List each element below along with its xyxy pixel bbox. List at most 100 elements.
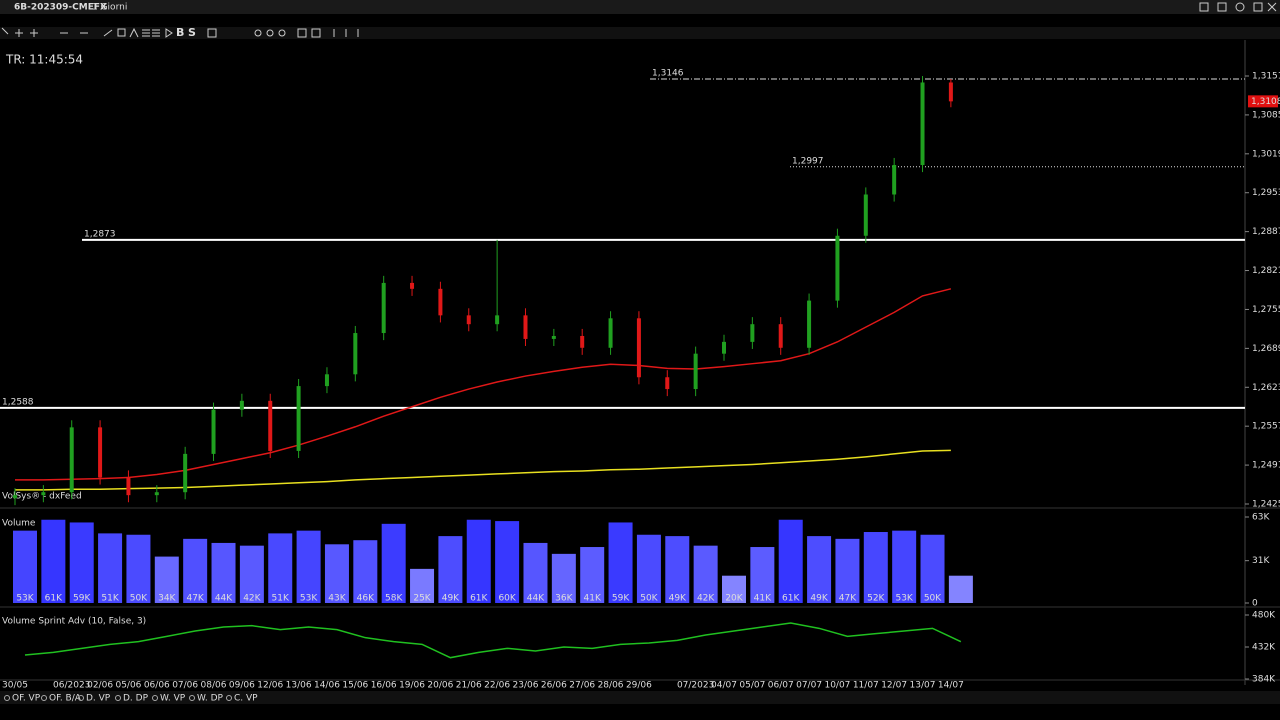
candle-body (693, 353, 698, 390)
title-bar (0, 0, 1280, 14)
candle-body (495, 315, 500, 325)
candle-body (920, 82, 925, 166)
candle-body (948, 82, 953, 102)
price-level-label: 1,2997 (792, 156, 824, 166)
volume-label: 49K (442, 594, 460, 604)
candle-body (126, 477, 131, 496)
candle-body (892, 165, 897, 195)
bold-icon[interactable]: B (176, 26, 184, 39)
bottom-tab[interactable]: D. DP (123, 694, 149, 704)
tab-radio[interactable] (226, 695, 232, 701)
price-level-label: 1,2873 (84, 229, 116, 239)
date-label: 28/06 (598, 681, 624, 691)
volume-bar (750, 547, 775, 603)
volume-bar (13, 530, 37, 603)
volume-tick-label: 31K (1252, 556, 1270, 566)
volume-bar (948, 575, 973, 603)
date-label: 05/06 (115, 681, 141, 691)
date-label: 11/07 (853, 681, 879, 691)
tab-radio[interactable] (152, 695, 158, 701)
volume-label: 50K (924, 594, 942, 604)
volume-bar (551, 553, 576, 603)
volume-label: 46K (357, 594, 375, 604)
date-label: 14/06 (314, 681, 340, 691)
candle-body (296, 386, 301, 451)
price-tick-label: 1,2755 (1252, 305, 1280, 315)
volume-bar (807, 536, 832, 603)
volume-bar (920, 534, 945, 603)
date-label: 12/07 (881, 681, 907, 691)
date-label: 06/2023 (53, 681, 90, 691)
moving-average (15, 449, 951, 491)
date-label: 02/06 (87, 681, 113, 691)
price-tick-label: 1,2623 (1252, 383, 1280, 393)
volume-label: 53K (300, 594, 318, 604)
volume-label: 36K (555, 594, 573, 604)
tab-radio[interactable] (115, 695, 121, 701)
date-label: 05/07 (739, 681, 765, 691)
volume-label: 50K (130, 594, 148, 604)
bottom-tab[interactable]: W. VP (160, 694, 186, 704)
volume-label: 53K (16, 594, 34, 604)
date-label: 21/06 (456, 681, 482, 691)
volume-bar (495, 521, 520, 603)
volume-label: 43K (328, 594, 346, 604)
bottom-tab[interactable]: D. VP (86, 694, 111, 704)
volume-bar (98, 533, 123, 603)
toolbar-icons[interactable] (1, 27, 359, 38)
date-label: 07/07 (796, 681, 822, 691)
volume-bar (863, 532, 888, 603)
bottom-tab[interactable]: W. DP (197, 694, 224, 704)
volume-bar (693, 545, 718, 603)
volume-bar (154, 556, 179, 603)
volume-bar (268, 533, 293, 603)
last-price-label: 1,3108 (1251, 97, 1280, 107)
candle-body (523, 315, 528, 339)
window-controls[interactable] (1199, 2, 1277, 12)
volume-bar (523, 542, 548, 603)
feed-label: VolSys® - dxFeed (2, 492, 82, 502)
candle-body (410, 282, 415, 289)
date-label: 16/06 (371, 681, 397, 691)
volume-label: 49K (810, 594, 828, 604)
volume-label: 51K (101, 594, 119, 604)
bottom-tab[interactable]: OF. B/A (49, 694, 82, 704)
candle-body (13, 495, 17, 499)
volume-label: 49K (669, 594, 687, 604)
date-label: 06/07 (768, 681, 794, 691)
volume-bar (381, 523, 406, 603)
candle-body (778, 324, 783, 348)
bottom-tab[interactable]: C. VP (234, 694, 258, 704)
date-label: 26/06 (541, 681, 567, 691)
candle-body (324, 374, 329, 387)
date-label: 20/06 (427, 681, 453, 691)
volume-bar (211, 542, 236, 603)
volume-bar (296, 530, 321, 603)
candle-body (438, 288, 443, 316)
price-tick-label: 1,3085 (1252, 110, 1280, 120)
candle-body (608, 318, 613, 348)
volume-label: 60K (498, 594, 516, 604)
volume-bar (466, 519, 491, 603)
volume-label: 25K (413, 594, 431, 604)
date-label: 06/06 (144, 681, 170, 691)
volume-label: 47K (186, 594, 204, 604)
candle-body (154, 492, 159, 496)
volume-label: 61K (782, 594, 800, 604)
date-label: 27/06 (569, 681, 595, 691)
tab-radio[interactable] (78, 695, 84, 701)
bottom-tab[interactable]: OF. VP (12, 694, 41, 704)
tab-radio[interactable] (189, 695, 195, 701)
tab-radio[interactable] (41, 695, 47, 701)
volume-bar (892, 530, 917, 603)
volume-label: 53K (895, 594, 913, 604)
style-icon[interactable]: S (188, 26, 196, 39)
tab-radio[interactable] (4, 695, 10, 701)
volume-bar (126, 534, 151, 603)
volume-bar (410, 568, 435, 603)
candle-body (211, 409, 216, 454)
volume-bar (580, 547, 605, 603)
candle-body (551, 335, 556, 339)
